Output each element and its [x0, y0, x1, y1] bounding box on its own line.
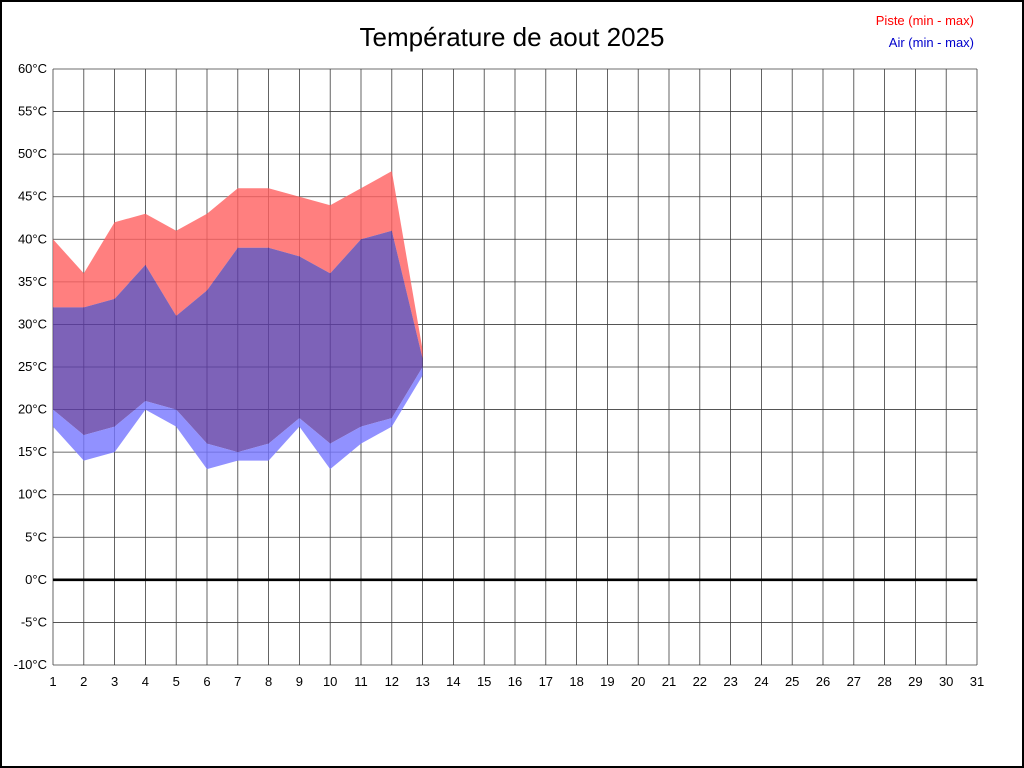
air-band	[53, 367, 423, 470]
x-tick-label: 25	[785, 674, 799, 689]
x-tick-label: 29	[908, 674, 922, 689]
x-tick-label: 31	[970, 674, 984, 689]
x-tick-label: 6	[203, 674, 210, 689]
x-tick-label: 14	[446, 674, 460, 689]
x-tick-label: 17	[539, 674, 553, 689]
x-tick-label: 5	[173, 674, 180, 689]
y-tick-label: 10°C	[18, 487, 47, 502]
y-tick-label: 45°C	[18, 189, 47, 204]
x-tick-label: 20	[631, 674, 645, 689]
legend-air-label: Air (min - max)	[888, 35, 974, 50]
x-tick-label: 7	[234, 674, 241, 689]
x-tick-label: 4	[142, 674, 149, 689]
x-tick-label: 15	[477, 674, 491, 689]
x-tick-label: 27	[847, 674, 861, 689]
x-tick-label: 16	[508, 674, 522, 689]
y-tick-label: 60°C	[18, 61, 47, 76]
y-tick-label: -10°C	[14, 657, 47, 672]
x-tick-label: 21	[662, 674, 676, 689]
y-tick-label: -5°C	[21, 614, 47, 629]
x-tick-label: 26	[816, 674, 830, 689]
y-tick-label: 20°C	[18, 402, 47, 417]
x-tick-label: 11	[354, 674, 368, 689]
x-tick-label: 30	[939, 674, 953, 689]
x-axis-labels: 1 2 3 4 5 6 7 8 9 10 11 12 13 14 15 16 17 18 19 20 21 22 23 24 2…	[49, 674, 984, 689]
x-tick-label: 1	[49, 674, 56, 689]
y-tick-label: 35°C	[18, 274, 47, 289]
x-tick-label: 10	[323, 674, 337, 689]
chart-title: Température de aout 2025	[359, 22, 665, 52]
legend-piste-label: Piste (min - max)	[875, 13, 974, 28]
x-tick-label: 28	[877, 674, 891, 689]
y-axis-labels: 60°C 55°C 50°C 45°C 40°C 35°C 30°C 25°C 20°C 15°C…	[14, 61, 47, 672]
x-tick-label: 22	[693, 674, 707, 689]
y-tick-label: 0°C	[25, 572, 47, 587]
x-tick-label: 3	[111, 674, 118, 689]
chart-legend: Piste (min - max) Air (min - max)	[876, 10, 974, 54]
y-tick-label: 50°C	[18, 146, 47, 161]
x-tick-label: 13	[415, 674, 429, 689]
piste-band	[53, 171, 423, 359]
x-tick-label: 9	[296, 674, 303, 689]
y-tick-label: 40°C	[18, 231, 47, 246]
y-tick-label: 5°C	[25, 529, 47, 544]
x-tick-label: 8	[265, 674, 272, 689]
x-tick-label: 19	[600, 674, 614, 689]
y-tick-label: 15°C	[18, 444, 47, 459]
x-tick-label: 2	[80, 674, 87, 689]
x-tick-label: 23	[723, 674, 737, 689]
y-tick-label: 30°C	[18, 316, 47, 331]
x-tick-label: 12	[385, 674, 399, 689]
y-tick-label: 25°C	[18, 359, 47, 374]
overlap-band	[53, 230, 423, 453]
x-tick-label: 18	[569, 674, 583, 689]
x-tick-label: 24	[754, 674, 768, 689]
y-tick-label: 55°C	[18, 104, 47, 119]
